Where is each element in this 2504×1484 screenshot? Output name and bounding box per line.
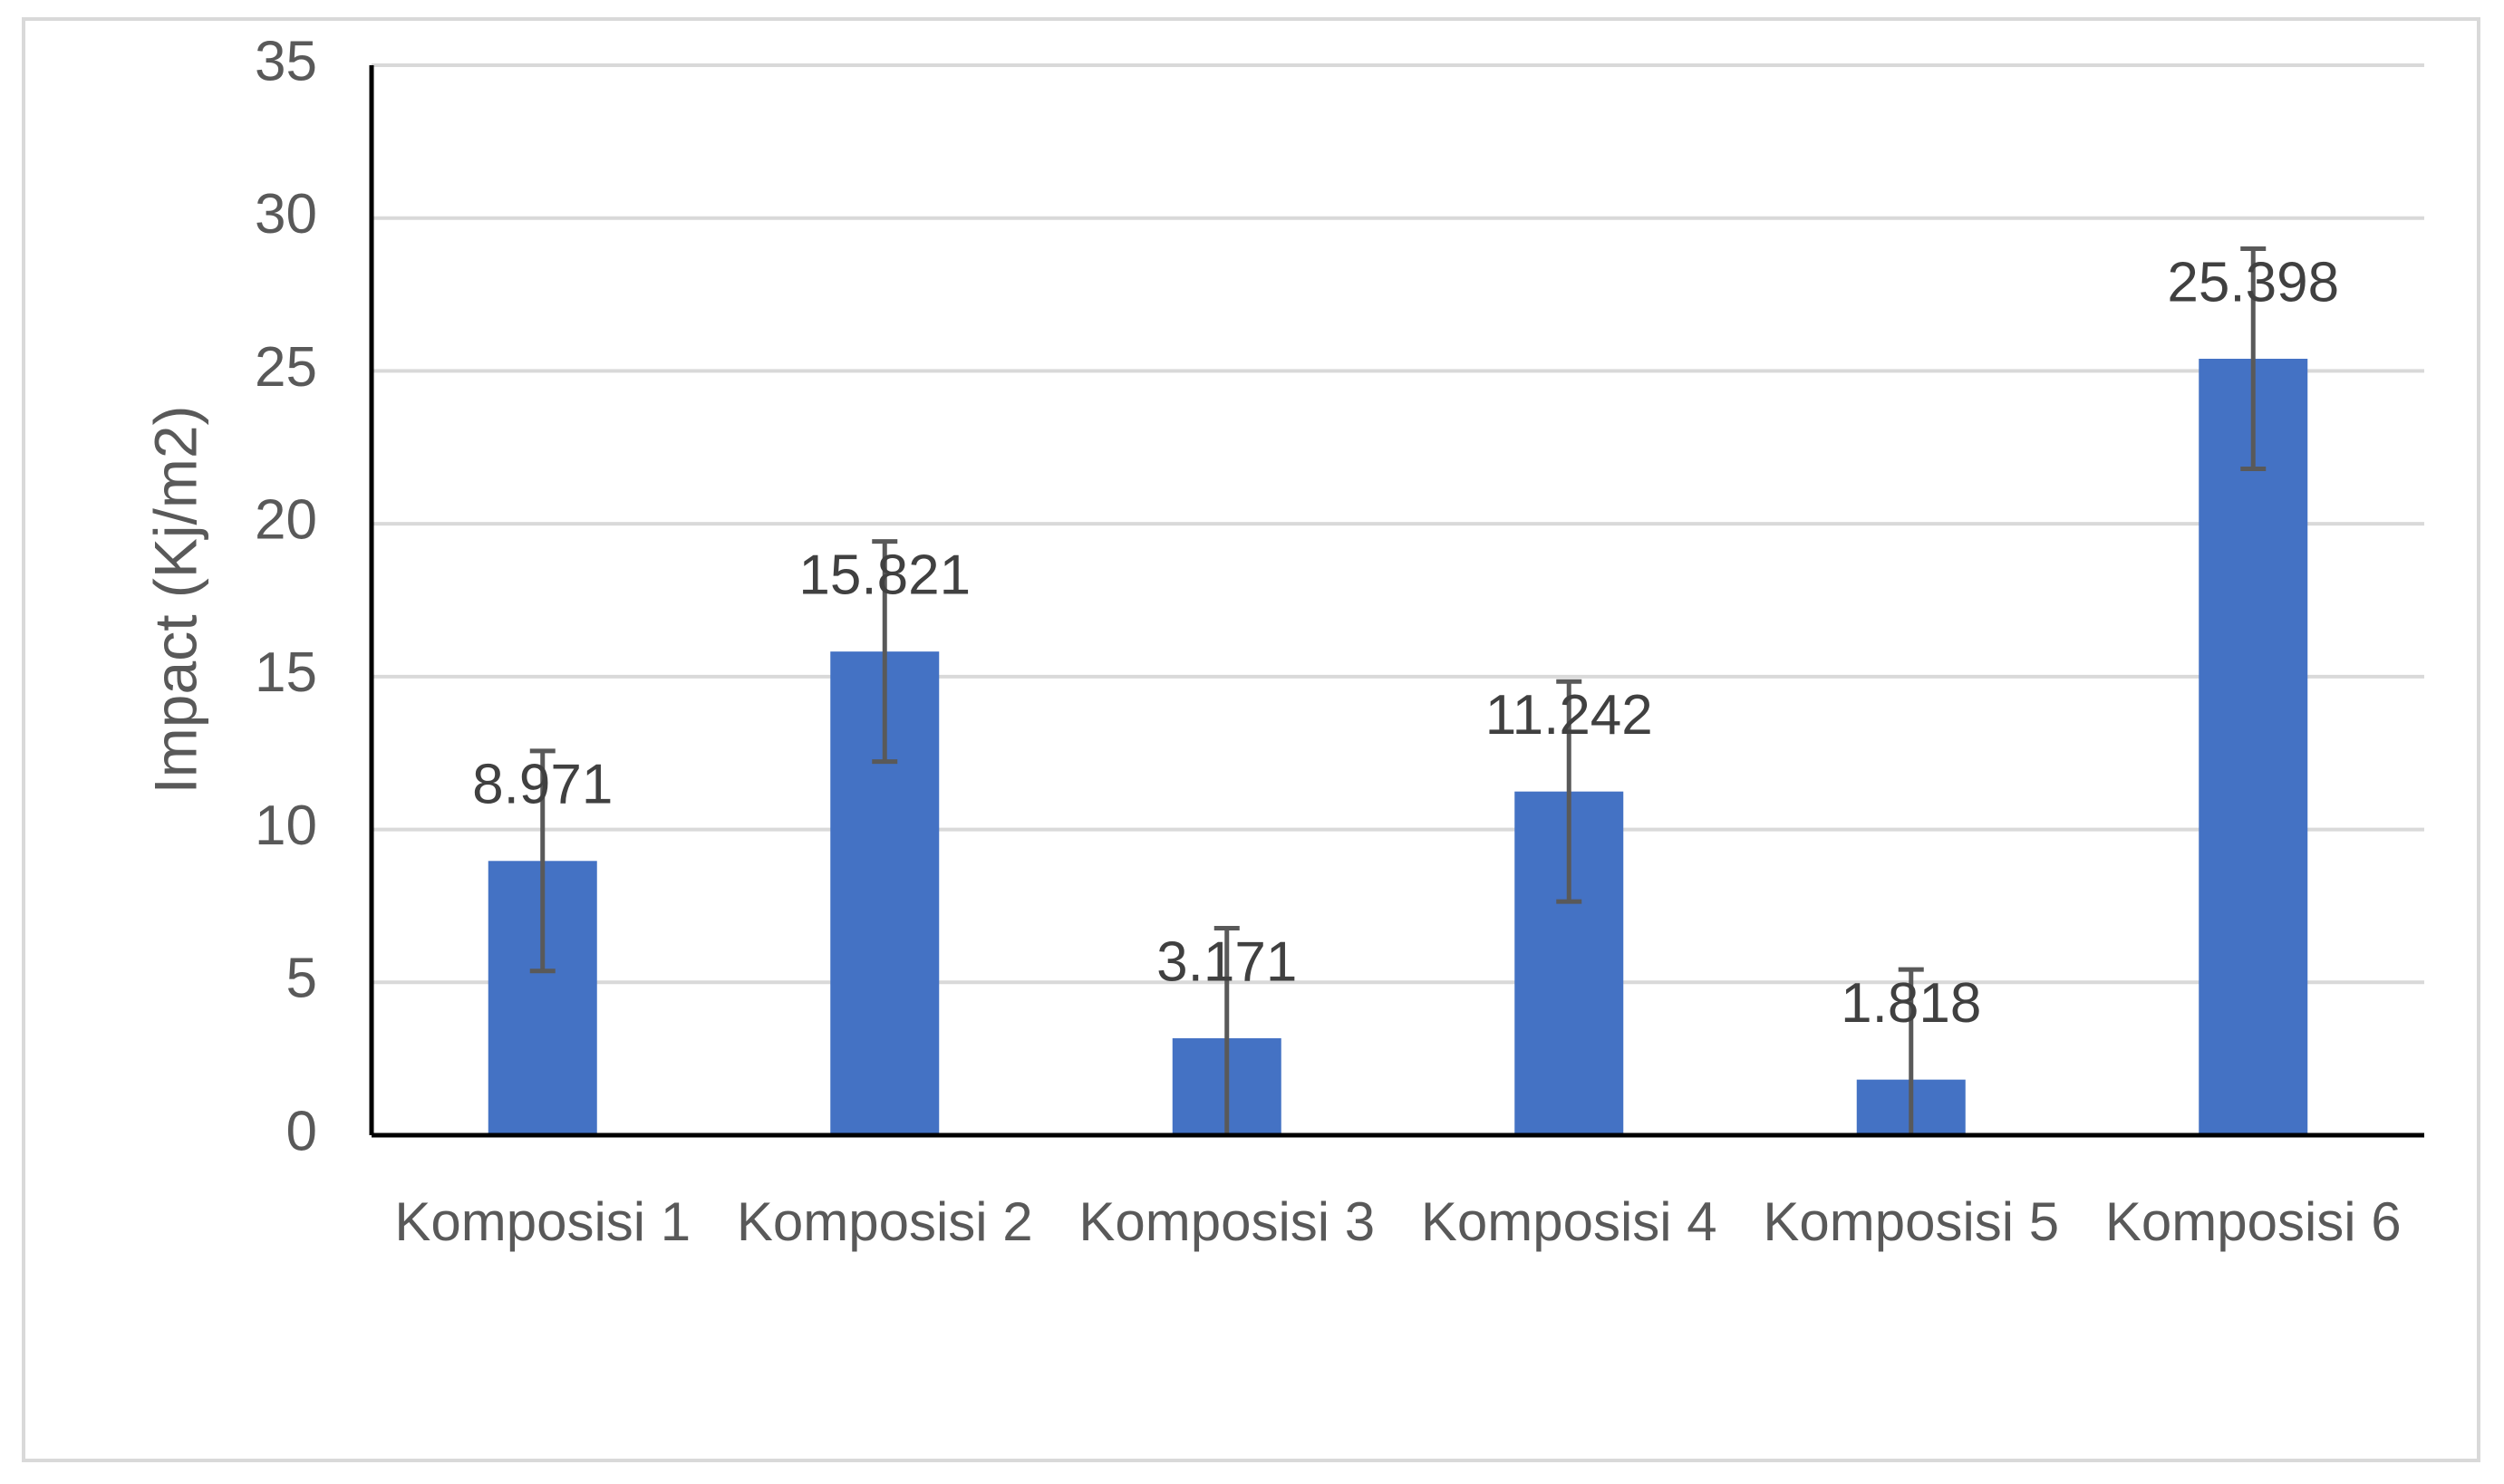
y-axis-label: Impact (Kj/m2) — [141, 405, 208, 794]
chart-border — [22, 17, 2480, 1462]
x-tick-label: Komposisi 5 — [1763, 1191, 2059, 1252]
value-label: 8.971 — [472, 754, 613, 816]
x-tick-label: Komposisi 1 — [394, 1191, 691, 1252]
y-tick-label: 20 — [255, 489, 317, 552]
value-label: 11.242 — [1485, 684, 1653, 747]
value-label: 25.398 — [2167, 251, 2339, 313]
y-tick-label: 30 — [255, 183, 317, 246]
y-tick-label: 5 — [286, 948, 317, 1010]
bar — [2199, 358, 2308, 1135]
y-tick-label: 35 — [255, 30, 317, 92]
x-tick-label: Komposisi 3 — [1078, 1191, 1375, 1252]
value-label: 15.821 — [798, 544, 971, 607]
x-tick-label: Komposisi 2 — [737, 1191, 1033, 1252]
value-label: 3.171 — [1156, 930, 1297, 993]
y-tick-label: 10 — [255, 795, 317, 857]
y-tick-label: 0 — [286, 1100, 317, 1162]
x-tick-label: Komposisi 4 — [1421, 1191, 1717, 1252]
value-label: 1.818 — [1841, 972, 1981, 1035]
y-tick-label: 15 — [255, 641, 317, 704]
y-tick-label: 25 — [255, 336, 317, 399]
x-tick-label: Komposisi 6 — [2105, 1191, 2402, 1252]
